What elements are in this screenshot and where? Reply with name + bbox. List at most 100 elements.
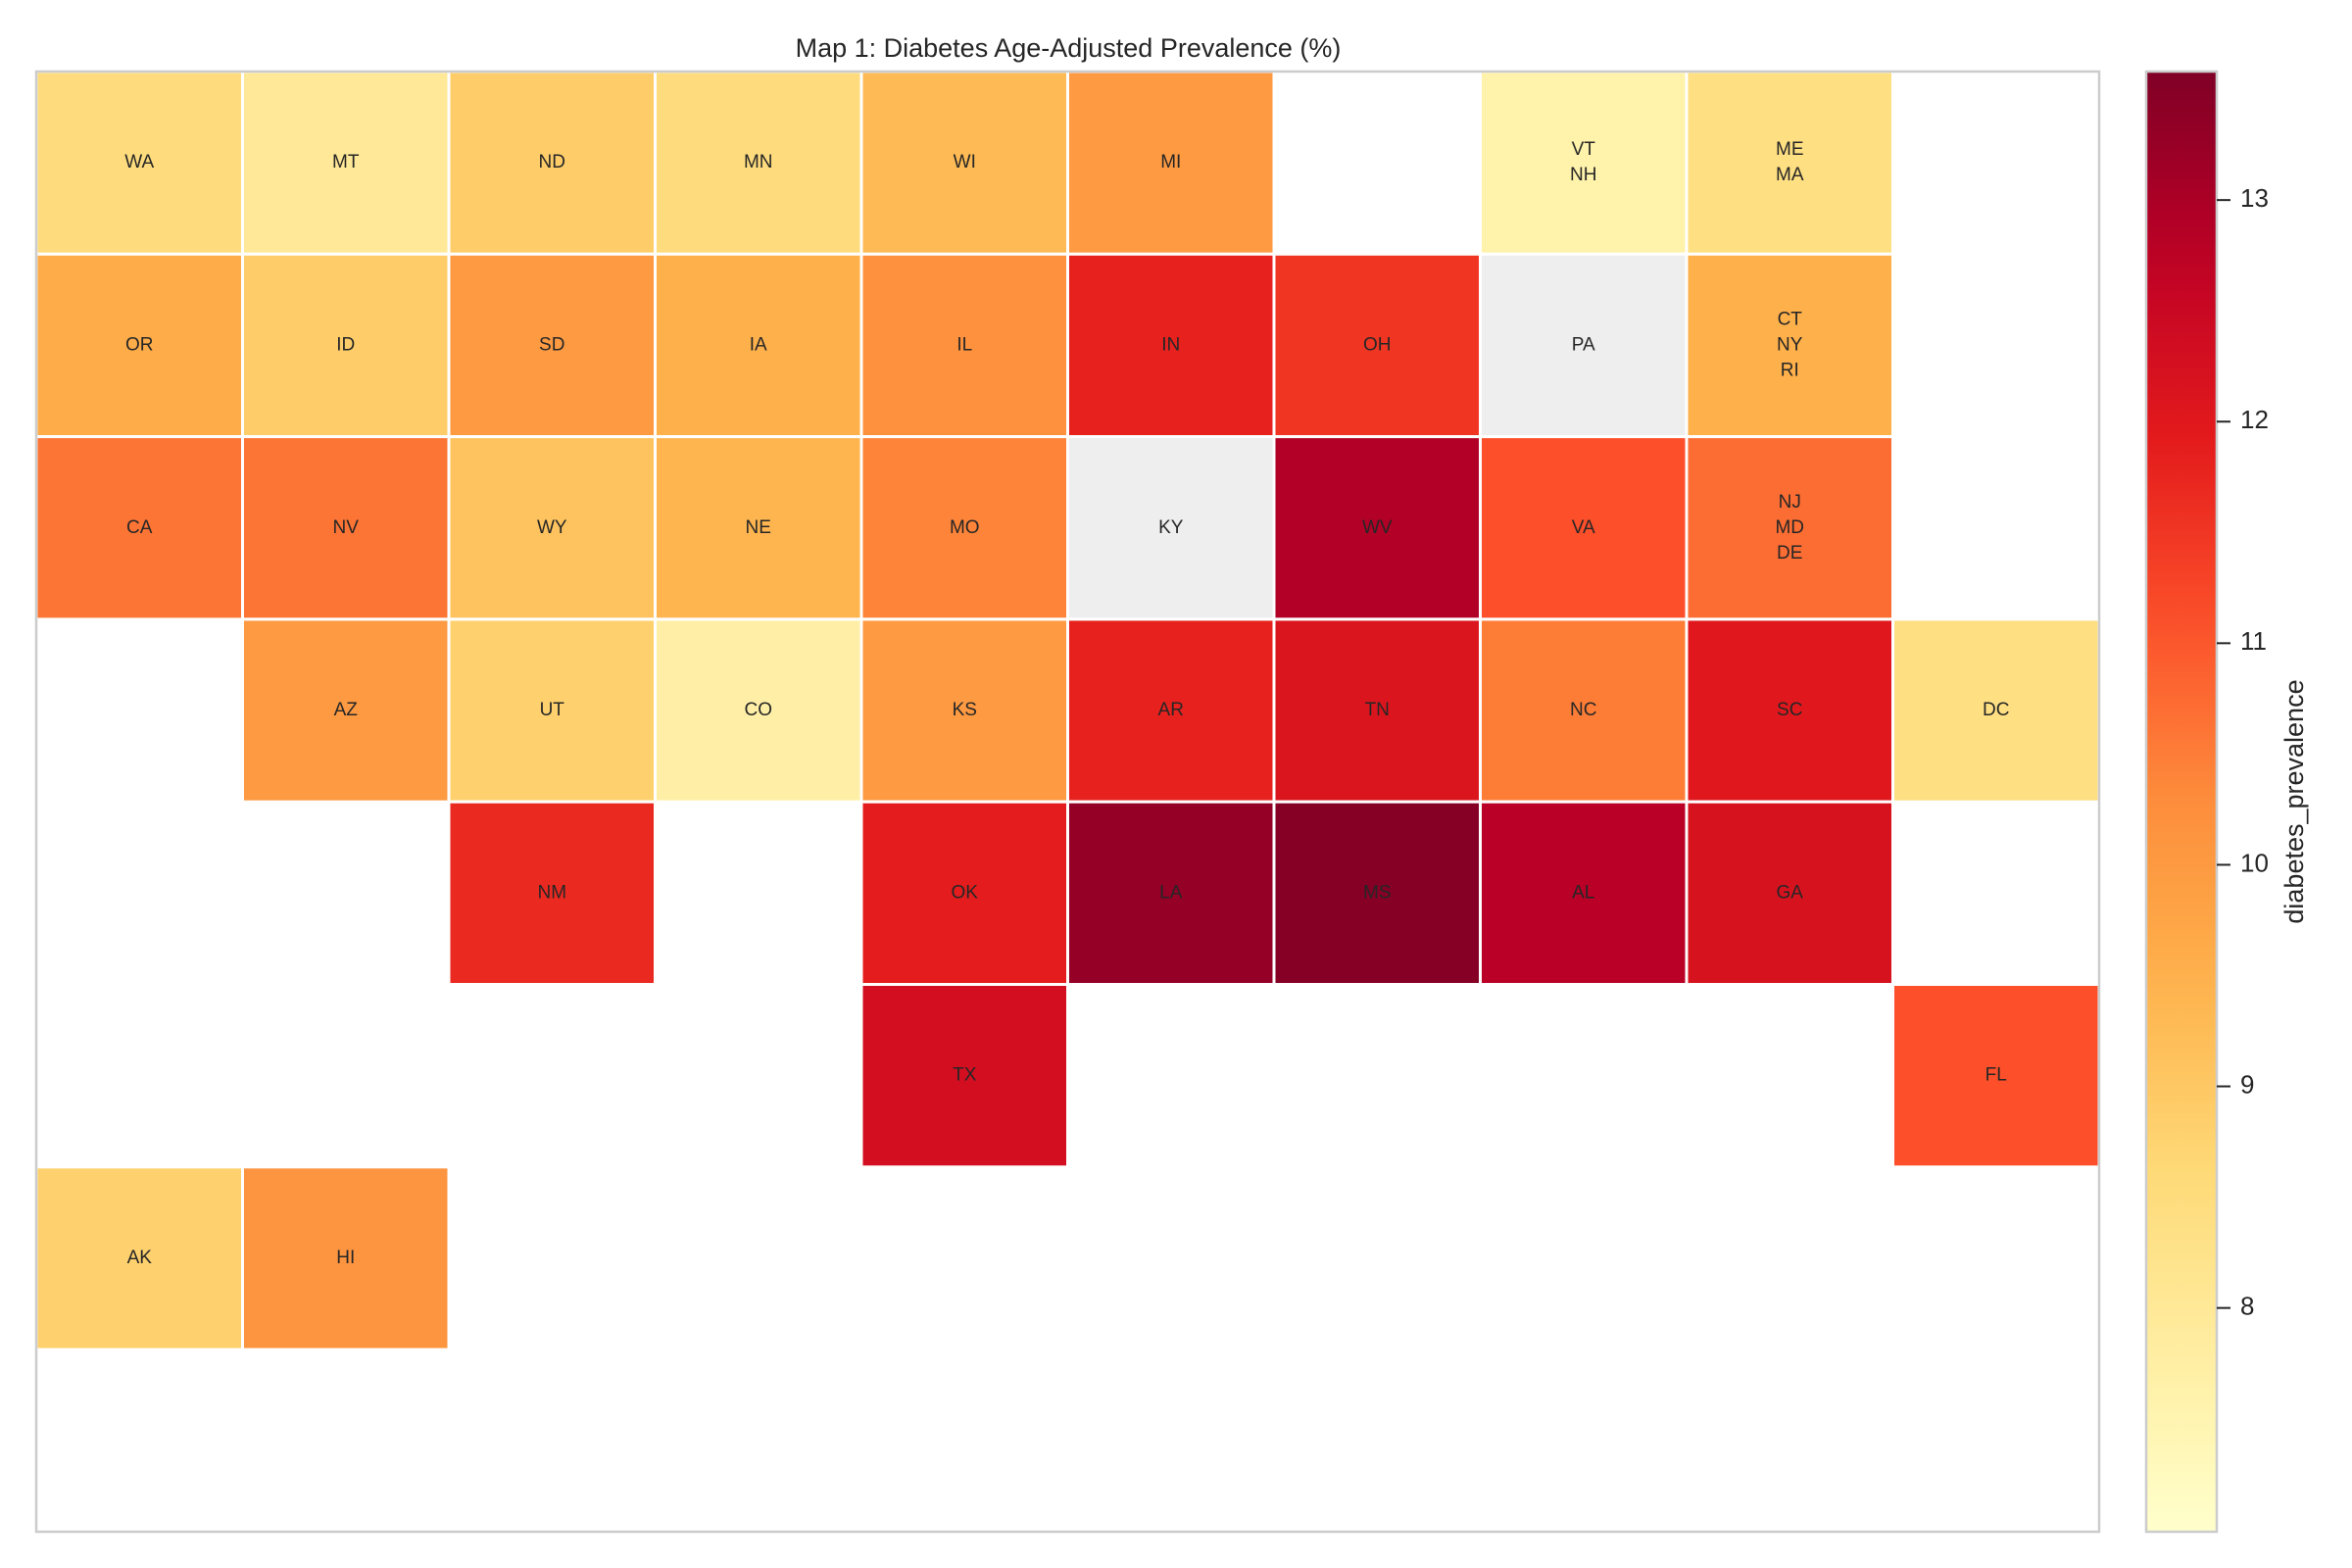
tile-cell	[447, 435, 657, 621]
tile-cell	[1685, 800, 1894, 987]
tile-hi: HI	[241, 1165, 451, 1351]
colorbar-tick-label: 13	[2240, 183, 2269, 213]
tile-ak: AK	[34, 1165, 244, 1351]
tile-label-id: ID	[336, 334, 355, 355]
tile-me-ma: ME MA	[1685, 70, 1894, 256]
tile-label-ok: OK	[952, 882, 979, 903]
tile-label-ri: RI	[1781, 360, 1799, 380]
tile-grid: WA MT ND MN WI MI VT NH ME MA OR ID SD IA IL IN OH PA CT NY…	[34, 70, 2101, 1351]
tile-sd: SD	[447, 252, 657, 439]
tile-label-vt: VT	[1572, 139, 1596, 160]
colorbar	[2144, 70, 2219, 1534]
tile-label-hi: HI	[336, 1248, 355, 1268]
tile-sc: SC	[1685, 617, 1894, 804]
tile-label-il: IL	[956, 334, 972, 355]
tile-label-tn: TN	[1365, 700, 1390, 720]
colorbar-tick-label: 10	[2240, 848, 2269, 877]
tile-cell	[241, 617, 451, 804]
tile-mi: MI	[1066, 70, 1276, 256]
tile-label-ks: KS	[953, 700, 977, 720]
tile-label-sd: SD	[539, 334, 564, 355]
tile-label-wa: WA	[124, 152, 154, 172]
colorbar-tick-label: 11	[2240, 626, 2267, 656]
tile-tn: TN	[1272, 617, 1482, 804]
tile-label-nj: NJ	[1779, 492, 1801, 513]
tile-az: AZ	[241, 617, 451, 804]
tile-ok: OK	[859, 800, 1069, 987]
tile-ia: IA	[654, 252, 863, 439]
tile-mn: MN	[654, 70, 863, 256]
tile-mo: MO	[859, 435, 1069, 621]
tile-cell	[1479, 435, 1689, 621]
tile-cell	[1479, 800, 1689, 987]
tile-il: IL	[859, 252, 1069, 439]
tile-id: ID	[241, 252, 451, 439]
tile-ar: AR	[1066, 617, 1276, 804]
tile-label-nv: NV	[333, 517, 360, 538]
tile-cell	[34, 1165, 244, 1351]
plot-frame	[34, 70, 2101, 1534]
colorbar-tick-label: 12	[2240, 405, 2269, 434]
tile-cell	[1685, 252, 1894, 439]
tile-wa: WA	[34, 70, 244, 256]
tile-ut: UT	[447, 617, 657, 804]
tile-wv: WV	[1272, 435, 1482, 621]
tile-or: OR	[34, 252, 244, 439]
tile-label-de: DE	[1777, 543, 1802, 564]
tile-cell	[1066, 617, 1276, 804]
tile-in: IN	[1066, 252, 1276, 439]
tile-label-nm: NM	[537, 882, 566, 903]
tile-cell	[34, 70, 244, 256]
tile-nm: NM	[447, 800, 657, 987]
tile-tx: TX	[859, 983, 1069, 1169]
tile-cell	[241, 435, 451, 621]
tile-vt-nh: VT NH	[1479, 70, 1689, 256]
tile-cell	[1066, 252, 1276, 439]
tile-cell	[1891, 983, 2101, 1169]
tile-label-nh: NH	[1570, 165, 1596, 185]
tile-cell	[447, 800, 657, 987]
tile-cell	[859, 617, 1069, 804]
tile-wi: WI	[859, 70, 1069, 256]
tile-cell	[1066, 70, 1276, 256]
chart-title: Map 1: Diabetes Age-Adjusted Prevalence …	[796, 33, 1342, 63]
colorbar-tick-label: 8	[2240, 1292, 2254, 1321]
tile-label-mt: MT	[332, 152, 360, 172]
tile-label-mi: MI	[1160, 152, 1181, 172]
tile-label-ia: IA	[750, 334, 767, 355]
tile-nc: NC	[1479, 617, 1689, 804]
tile-cell	[654, 70, 863, 256]
tile-label-tx: TX	[953, 1065, 977, 1086]
tile-fl: FL	[1891, 983, 2101, 1169]
tile-wy: WY	[447, 435, 657, 621]
tile-label-fl: FL	[1985, 1065, 2007, 1086]
colorbar-ticks: 8 9 10 11 12 13	[2217, 183, 2269, 1321]
tile-al: AL	[1479, 800, 1689, 987]
colorbar-label: diabetes_prevalence	[2279, 679, 2309, 923]
tile-label-ca: CA	[126, 517, 153, 538]
tile-label-or: OR	[125, 334, 154, 355]
tile-label-dc: DC	[1983, 700, 2009, 720]
tile-label-me: ME	[1776, 139, 1804, 160]
tile-nj-md-de: NJ MD DE	[1685, 435, 1894, 621]
tile-label-al: AL	[1572, 882, 1594, 903]
tile-nv: NV	[241, 435, 451, 621]
tile-label-ga: GA	[1777, 882, 1804, 903]
tile-label-ma: MA	[1776, 165, 1804, 185]
tile-nd: ND	[447, 70, 657, 256]
tile-label-la: LA	[1159, 882, 1183, 903]
tile-label-wi: WI	[954, 152, 976, 172]
tile-label-in: IN	[1161, 334, 1180, 355]
tile-label-wy: WY	[537, 517, 567, 538]
tile-label-ms: MS	[1363, 882, 1392, 903]
tile-cell	[859, 435, 1069, 621]
tile-label-ar: AR	[1158, 700, 1184, 720]
tile-label-ut: UT	[540, 700, 565, 720]
tile-cell	[241, 252, 451, 439]
tile-label-az: AZ	[334, 700, 359, 720]
tile-cell	[859, 983, 1069, 1169]
tile-mt: MT	[241, 70, 451, 256]
tile-cell	[1685, 435, 1894, 621]
tile-label-ne: NE	[746, 517, 771, 538]
tile-cell	[1479, 252, 1689, 439]
